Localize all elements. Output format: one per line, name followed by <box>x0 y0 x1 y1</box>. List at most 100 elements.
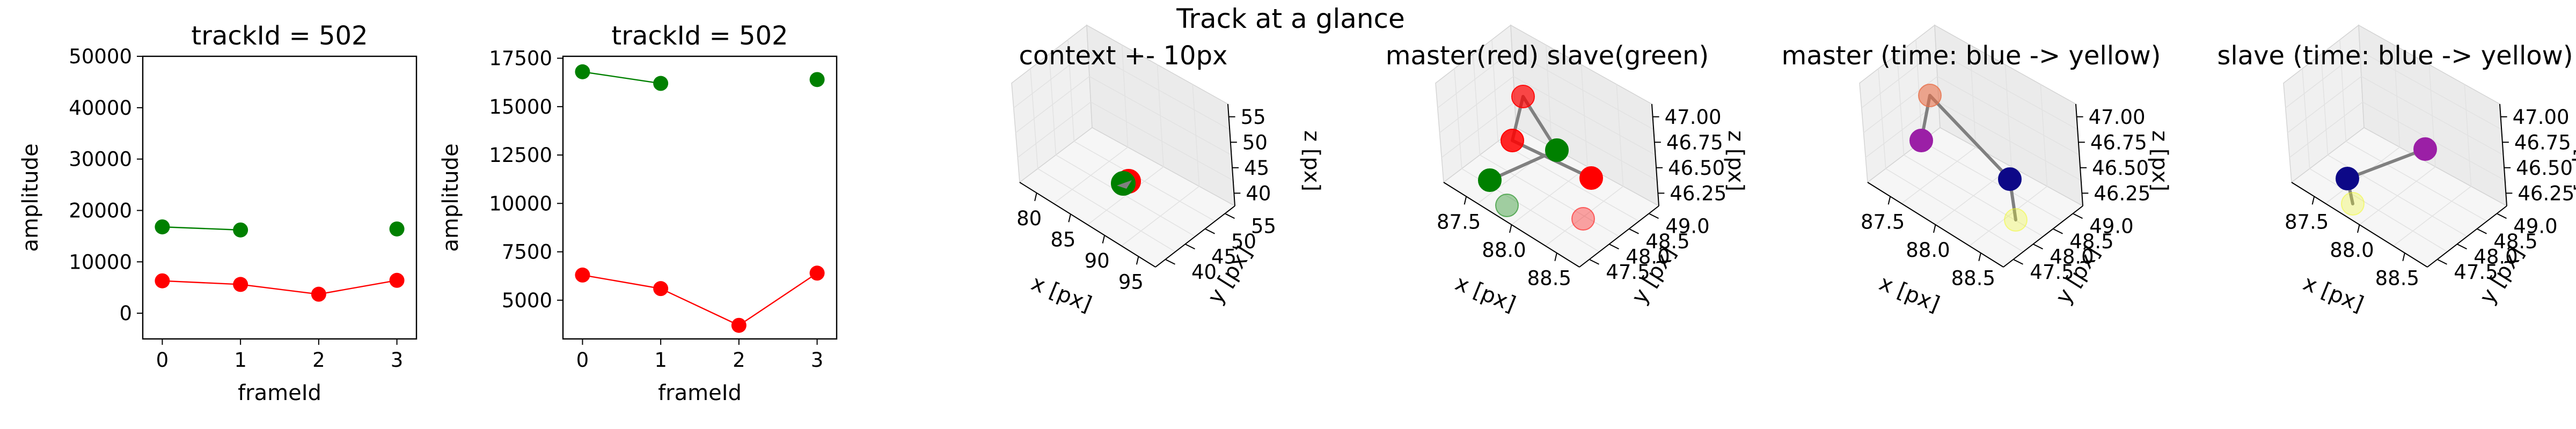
y-tick-label: 49.0 <box>1665 214 1709 238</box>
x-axis-line <box>1019 182 1156 268</box>
grid-line <box>2361 76 2504 156</box>
chart-title: master(red) slave(green) <box>1386 41 1709 71</box>
y-tick-mark <box>2477 228 2487 234</box>
grid-line <box>1439 76 1514 134</box>
y-axis-line <box>1579 205 1659 268</box>
z-tick-label: 55 <box>1241 106 1266 129</box>
z-axis-line <box>2075 103 2083 206</box>
x-tick-label: 88.0 <box>1482 239 1526 262</box>
y-tick-label: 48.5 <box>2069 230 2113 253</box>
data-point <box>2341 192 2365 216</box>
z-tick-label: 46.50 <box>1668 157 1725 180</box>
y-tick-label: 17500 <box>489 47 552 70</box>
y-tick-mark <box>1589 258 1599 265</box>
series-line-segment <box>162 280 241 285</box>
data-point <box>653 76 669 91</box>
series-line-segment <box>738 272 818 326</box>
y-tick-label: 10000 <box>489 192 552 215</box>
y-axis-label: amplitude <box>438 143 463 252</box>
grid-line <box>2345 140 2487 222</box>
y-tick-label: 20000 <box>69 199 132 222</box>
y-tick-mark <box>2073 213 2083 219</box>
x-tick-label: 1 <box>654 349 667 372</box>
z-axis-label: z [px] <box>1723 130 1748 191</box>
z-axis-label: z [px] <box>1299 130 1324 191</box>
chart-title: context +- 10px <box>1019 41 1228 71</box>
grid-line <box>1938 101 2082 181</box>
z-tick-label: 46.75 <box>2514 131 2571 154</box>
y-axis-line <box>2427 205 2507 268</box>
series-line-segment <box>162 226 241 231</box>
data-point <box>1545 138 1569 162</box>
data-point <box>575 267 590 283</box>
x-tick-label: 88.5 <box>2375 267 2419 290</box>
chart-title: master (time: blue -> yellow) <box>1782 41 2161 71</box>
y-tick-label: 5000 <box>502 289 552 312</box>
z-tick-label: 46.75 <box>1666 131 1723 154</box>
figure-suptitle: Track at a glance <box>1176 3 1405 34</box>
x-tick-label: 88.5 <box>1527 267 1571 290</box>
data-point <box>1579 166 1603 190</box>
x-tick-label: 95 <box>1118 270 1144 293</box>
z-tick-label: 46.25 <box>1670 182 1726 205</box>
grid-line <box>1480 154 1620 237</box>
grid-line <box>1514 101 1658 181</box>
y-tick-label: 50 <box>1231 230 1256 253</box>
y-tick-label: 30000 <box>69 148 132 171</box>
y-tick-label: 49.0 <box>2089 214 2133 238</box>
y-tick-label: 10000 <box>69 250 132 273</box>
grid-line <box>2360 50 2502 130</box>
x-tick-label: 1 <box>234 349 247 372</box>
y-tick-mark <box>1649 213 1659 219</box>
data-point <box>809 265 825 281</box>
z-tick-label: 46.50 <box>2092 157 2149 180</box>
x-tick-label: 80 <box>1016 207 1042 230</box>
x-tick-label: 2 <box>733 349 745 372</box>
y-tick-mark <box>2033 243 2043 250</box>
x-tick-mark <box>1034 193 1037 201</box>
x-tick-label: 0 <box>156 349 169 372</box>
series-red <box>575 265 825 333</box>
x-tick-label: 3 <box>391 349 404 372</box>
data-point <box>311 286 326 302</box>
plot-frame <box>142 55 418 340</box>
grid-line <box>1861 50 1936 108</box>
z-tick-label: 45 <box>1244 157 1269 180</box>
z-tick-label: 47.00 <box>2513 106 2570 129</box>
data-point <box>233 277 248 292</box>
y-tick-label: 40000 <box>69 97 132 120</box>
x-tick-mark <box>2357 224 2360 233</box>
grid-line <box>1921 140 2063 222</box>
data-point <box>653 281 669 297</box>
series-line-segment <box>582 274 661 290</box>
y-tick-mark <box>1609 243 1619 250</box>
y-tick-label: 0 <box>119 302 132 325</box>
x-tick-label: 87.5 <box>1861 210 1905 233</box>
x-tick-mark <box>1887 196 1891 205</box>
x-tick-mark <box>2311 196 2315 205</box>
x-tick-label: 88.5 <box>1951 267 1995 290</box>
grid-line <box>1017 101 1091 158</box>
y-tick-label: 55 <box>1251 214 1276 238</box>
data-point <box>233 222 248 238</box>
z-tick-label: 46.25 <box>2094 182 2150 205</box>
data-point <box>1501 129 1524 152</box>
data-point <box>1998 167 2022 191</box>
x-tick-mark <box>1136 256 1139 265</box>
grid-line <box>1091 101 1234 181</box>
z-axis-line <box>2499 103 2507 206</box>
grid-line <box>1013 50 1088 108</box>
y-tick-label: 47.5 <box>2454 261 2498 284</box>
data-point <box>1478 168 1502 192</box>
series-line-segment <box>240 284 319 295</box>
grid-line <box>1936 50 2078 130</box>
grid-line <box>2285 50 2360 108</box>
x-tick-label: 87.5 <box>1437 210 1481 233</box>
data-point <box>155 273 170 289</box>
z-tick-label: 46.50 <box>2516 157 2573 180</box>
series-line-segment <box>660 288 740 326</box>
